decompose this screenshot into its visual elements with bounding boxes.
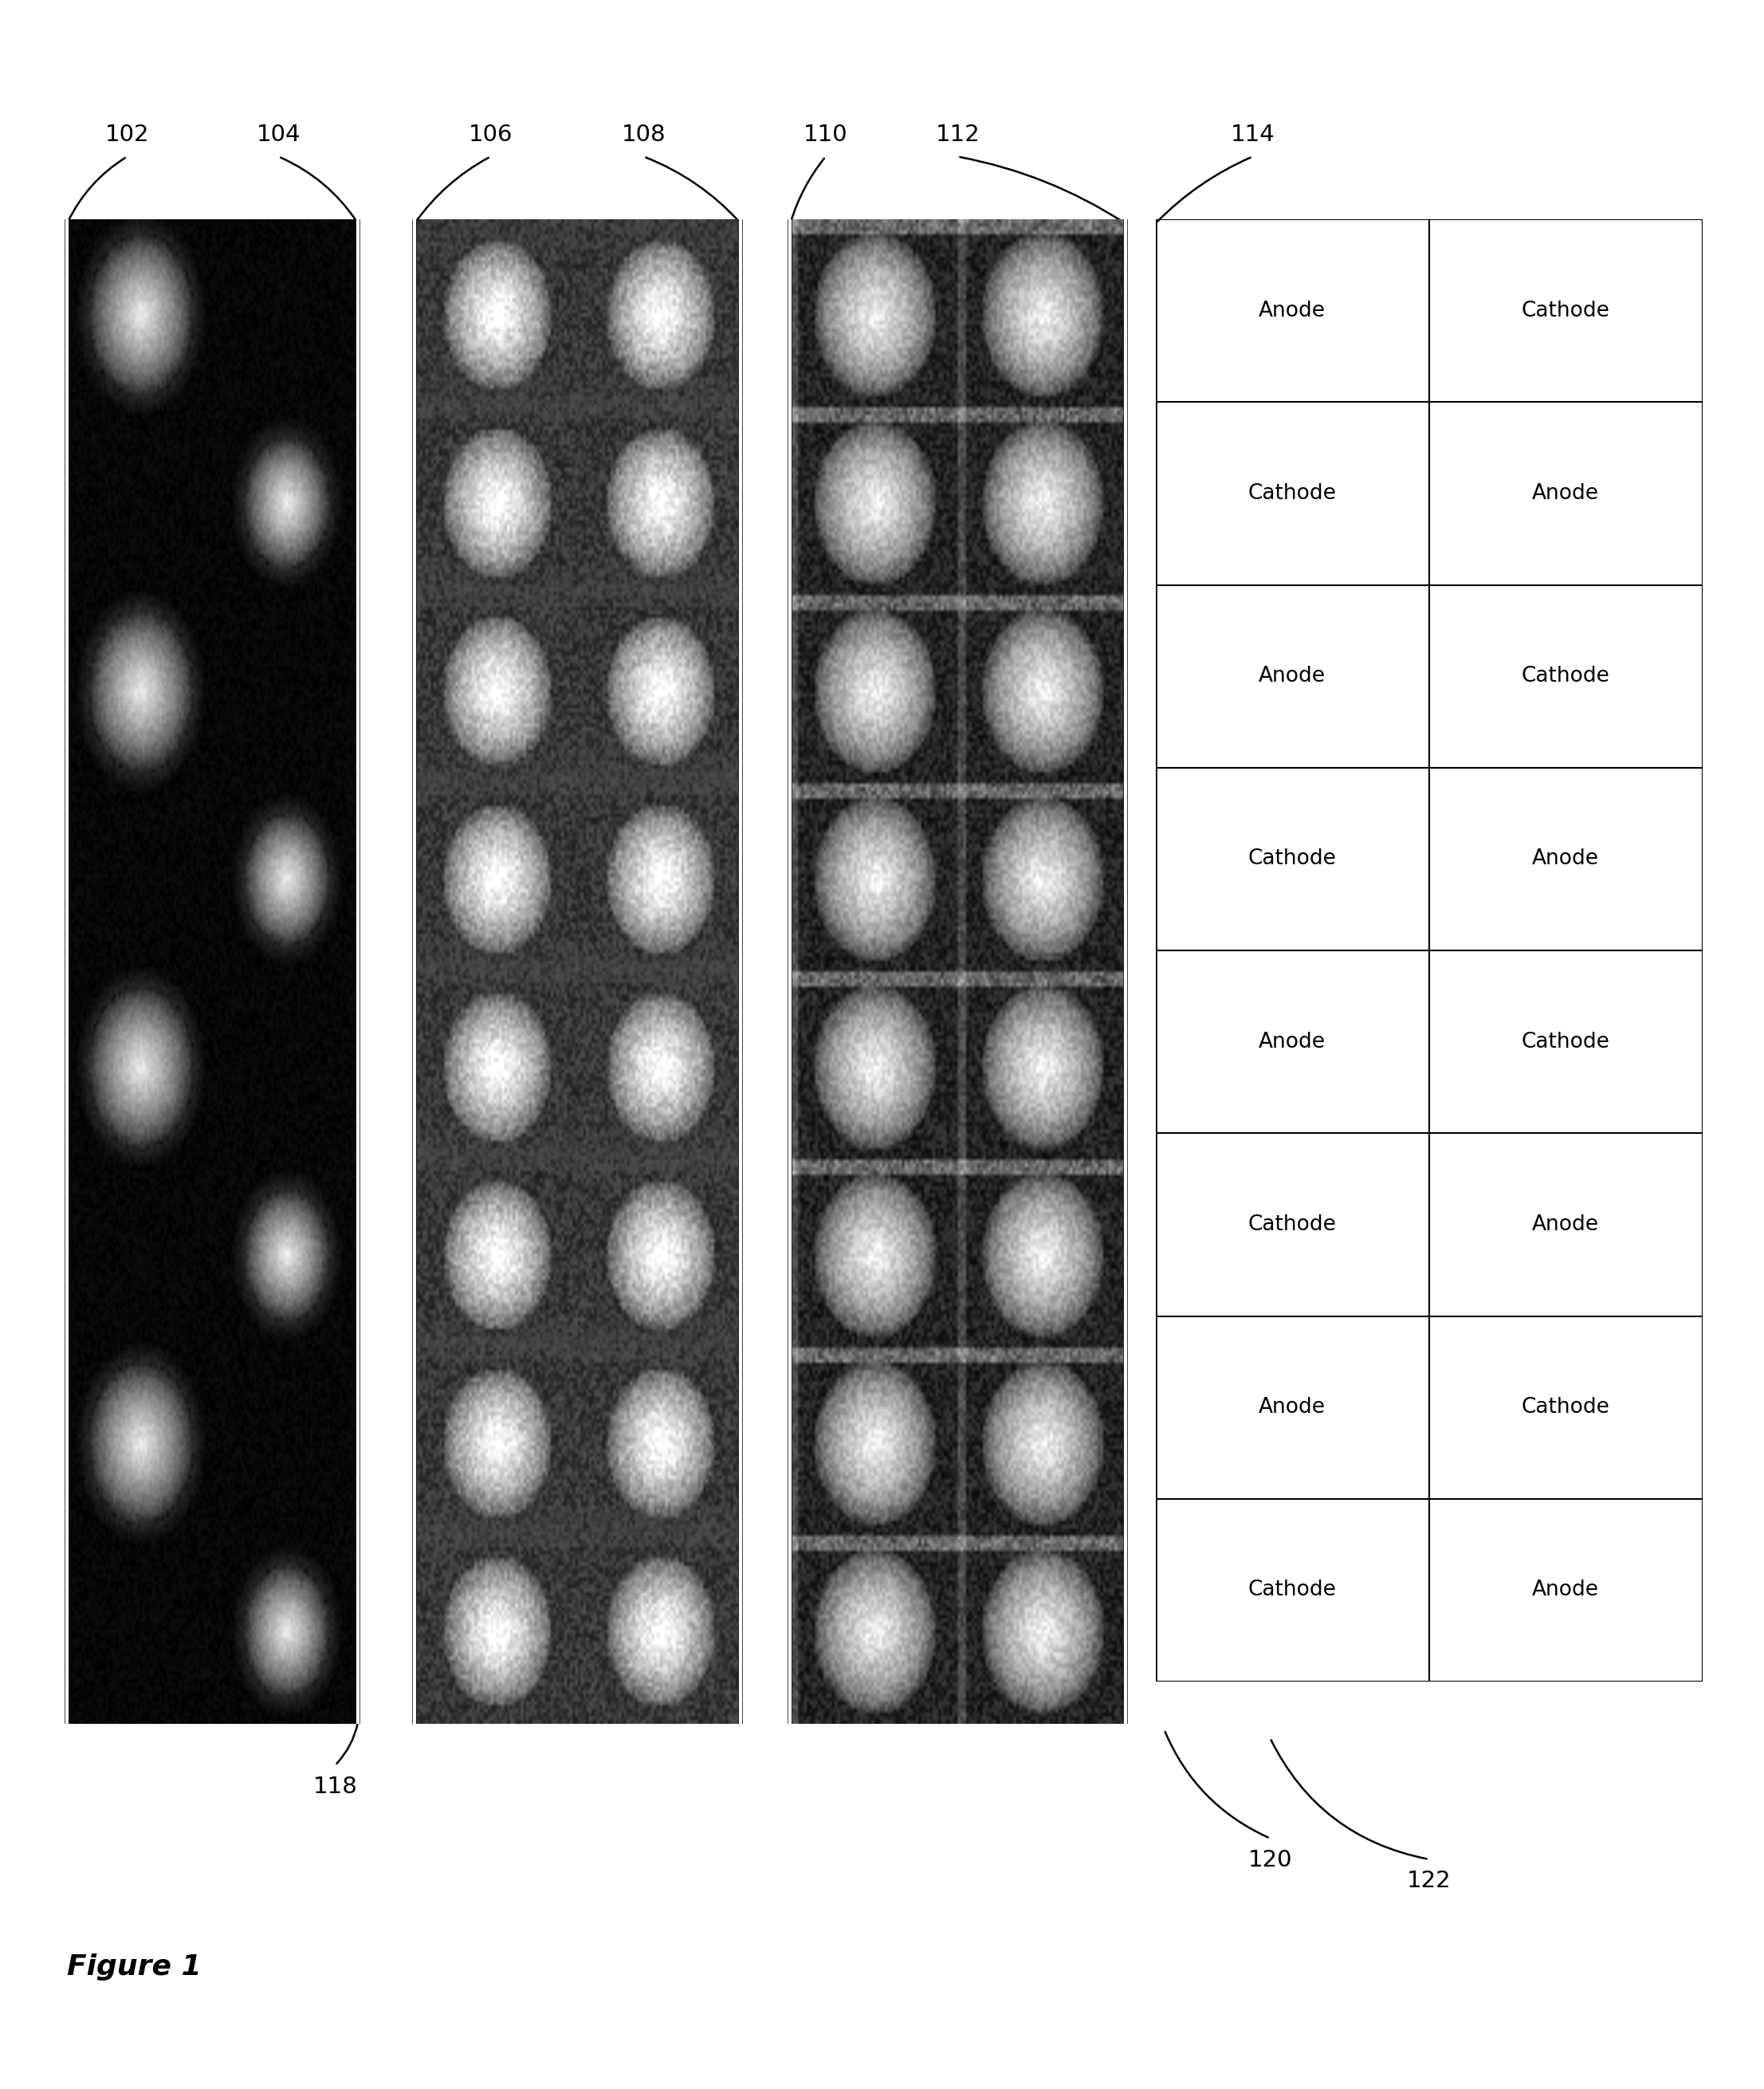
Text: Cathode: Cathode [1521,1398,1611,1418]
Text: 0 mM 2,6-lutidine: 0 mM 2,6-lutidine [886,1732,1030,1746]
Text: 120: 120 [1247,1849,1293,1872]
Text: Anode: Anode [1533,848,1598,869]
Text: 118: 118 [312,1776,358,1799]
Text: 106: 106 [467,123,513,146]
Text: Cathode: Cathode [1521,666,1611,687]
Text: 122: 122 [1406,1870,1452,1893]
Text: Cathode: Cathode [1247,1579,1337,1600]
Text: Anode: Anode [1259,1032,1325,1053]
Text: Anode: Anode [1259,301,1325,322]
Text: Cathode: Cathode [1247,483,1337,503]
Text: Cathode: Cathode [1247,848,1337,869]
Text: Cathode: Cathode [1247,1214,1337,1235]
Text: 1 mM 2,6-lutidine: 1 mM 2,6-lutidine [505,1732,651,1746]
Text: 102: 102 [104,123,150,146]
Text: Anode: Anode [1533,483,1598,503]
Text: Anode: Anode [1533,1579,1598,1600]
Text: 114: 114 [1230,123,1275,146]
Text: 108: 108 [621,123,667,146]
Text: Anode: Anode [1259,666,1325,687]
Text: Figure 1: Figure 1 [67,1953,201,1980]
Text: 112: 112 [935,123,981,146]
Text: 104: 104 [256,123,302,146]
Text: 110: 110 [803,123,848,146]
Text: Cathode: Cathode [1521,1032,1611,1053]
Text: Anode: Anode [1533,1214,1598,1235]
Text: Cathode: Cathode [1521,301,1611,322]
Text: Anode: Anode [1259,1398,1325,1418]
Text: 5 mM 2,6-lutidine: 5 mM 2,6-lutidine [139,1732,286,1746]
